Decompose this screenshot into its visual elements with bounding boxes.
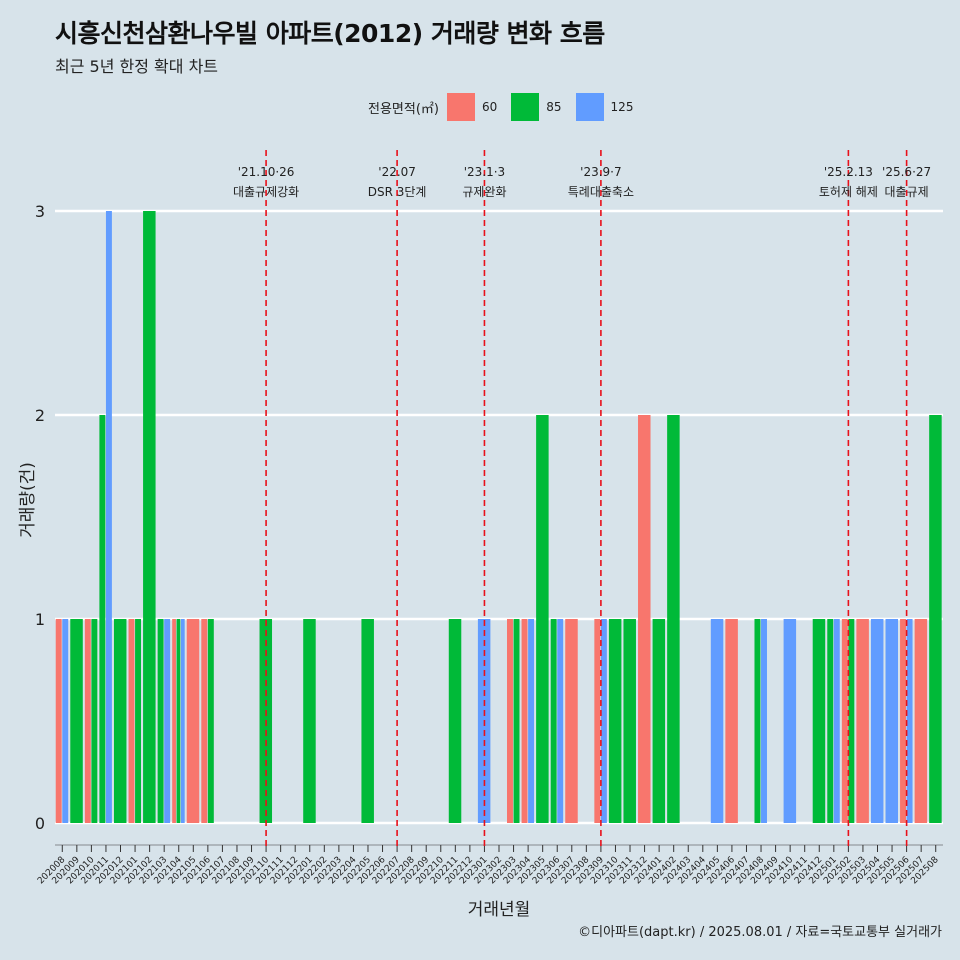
bar-60-202101 [128, 619, 135, 823]
bar-125-202008 [62, 619, 69, 823]
bar-85-202103 [157, 619, 164, 823]
bar-125-202309 [600, 619, 607, 823]
bar-85-202211 [448, 619, 462, 823]
bar-60-202503 [856, 619, 869, 823]
event-name-label: 규제완화 [462, 185, 506, 199]
bar-60-202507 [914, 619, 928, 823]
bar-85-202401 [652, 619, 666, 823]
bar-125-202408 [761, 619, 767, 823]
bar-85-202412 [812, 619, 826, 823]
y-tick-label: 2 [35, 406, 45, 425]
bar-60-202104 [172, 619, 176, 823]
y-tick-label: 3 [35, 202, 45, 221]
bar-85-202010 [91, 619, 98, 823]
bar-60-202105 [186, 619, 200, 823]
bar-60-202304 [521, 619, 528, 823]
bar-85-202508 [929, 415, 942, 823]
chart-title: 시흥신천삼환나우빌 아파트(2012) 거래량 변화 흐름 [55, 19, 605, 48]
bar-60-202303 [507, 619, 513, 823]
bar-60-202106 [201, 619, 208, 823]
event-name-label: 특례대출축소 [568, 185, 634, 199]
bar-125-202504 [870, 619, 884, 823]
bar-85-202501 [827, 619, 834, 823]
bar-85-202101 [135, 619, 142, 823]
bar-60-202406 [725, 619, 738, 823]
event-date-label: '25.6·27 [882, 165, 931, 179]
bar-85-202502 [848, 619, 855, 823]
chart-subtitle: 최근 5년 한정 확대 차트 [55, 57, 219, 76]
legend-swatch-60 [446, 93, 475, 121]
bar-60-202502 [841, 619, 848, 823]
bar-125-202405 [710, 619, 724, 823]
legend-swatch-125 [575, 93, 604, 121]
bar-85-202310 [608, 619, 622, 823]
event-name-label: DSR 3단계 [368, 185, 427, 199]
y-axis-title: 거래량(건) [18, 462, 38, 538]
bar-85-202011 [99, 415, 106, 823]
event-name-label: 대출규제 [885, 185, 929, 199]
bar-85-202408 [754, 619, 761, 823]
bar-85-202303 [513, 619, 520, 823]
bar-60-202008 [55, 619, 62, 823]
x-axis-title: 거래년월 [468, 900, 531, 920]
event-date-label: '23.9·7 [580, 165, 621, 179]
y-tick-label: 1 [35, 610, 45, 629]
bar-85-202106 [207, 619, 214, 823]
bar-125-202011 [105, 211, 112, 823]
bar-125-202501 [833, 619, 840, 823]
legend-label-60: 60 [481, 100, 498, 114]
bar-85-202402 [667, 415, 680, 823]
bar-85-202104 [176, 619, 181, 823]
bar-125-202506 [906, 619, 913, 823]
bar-85-202201 [303, 619, 316, 823]
bar-85-202205 [361, 619, 374, 823]
bar-60-202010 [84, 619, 91, 823]
bar-85-202012 [113, 619, 127, 823]
event-name-label: 토허제 해제 [819, 185, 878, 199]
y-tick-label: 0 [35, 814, 45, 833]
bar-60-202312 [638, 415, 651, 823]
bar-85-202009 [70, 619, 83, 823]
event-date-label: '21.10·26 [238, 165, 295, 179]
event-date-label: '25.2.13 [824, 165, 873, 179]
bar-125-202410 [783, 619, 797, 823]
bar-60-202506 [900, 619, 907, 823]
bar-125-202505 [885, 619, 898, 823]
bar-60-202307 [565, 619, 578, 823]
event-name-label: 대출규제강화 [233, 185, 299, 199]
legend-swatch-85 [511, 93, 540, 121]
event-date-label: '23.1·3 [464, 165, 505, 179]
legend-label-85: 85 [546, 100, 562, 114]
bar-85-202102 [143, 211, 156, 823]
event-date-label: '22.07 [378, 165, 416, 179]
source-caption: ©디아파트(dapt.kr) / 2025.08.01 / 자료=국토교통부 실… [578, 925, 942, 940]
legend: 전용면적(㎡) 60 85 125 [368, 92, 647, 122]
bar-125-202104 [180, 619, 185, 823]
legend-title: 전용면적(㎡) [368, 101, 439, 117]
bar-85-202305 [536, 415, 549, 823]
bar-60-202309 [594, 619, 601, 823]
bar-85-202306 [550, 619, 557, 823]
bar-125-202306 [557, 619, 564, 823]
legend-label-125: 125 [610, 100, 634, 114]
bar-125-202304 [528, 619, 535, 823]
bar-125-202103 [164, 619, 171, 823]
bar-85-202311 [623, 619, 636, 823]
